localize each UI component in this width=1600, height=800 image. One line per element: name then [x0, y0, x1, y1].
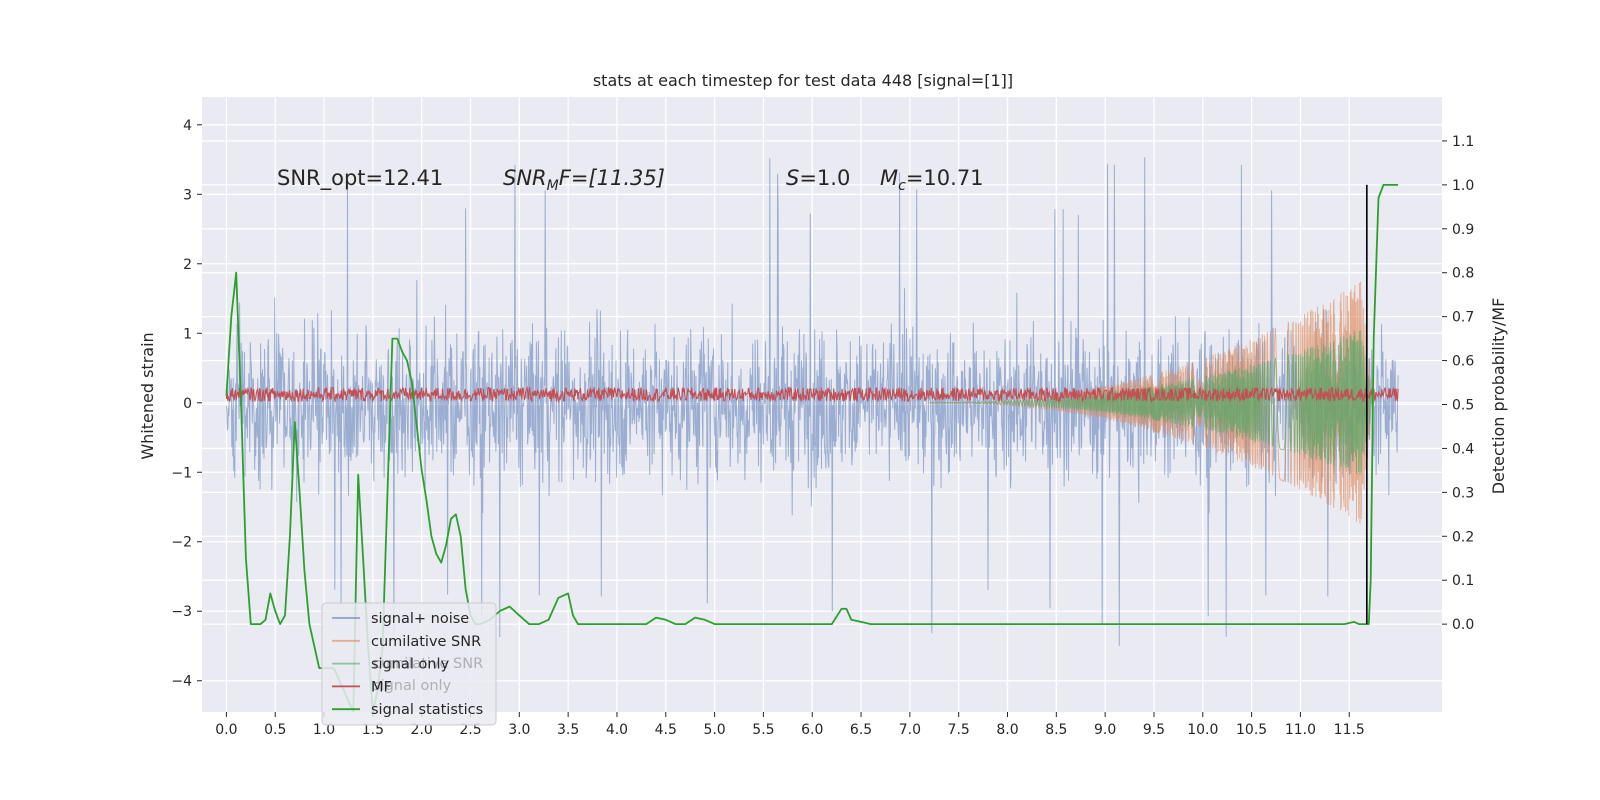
y-right-tick-label: 1.0: [1452, 178, 1474, 194]
y-left-tick-label: −2: [171, 535, 192, 551]
x-tick-label: 2.5: [459, 722, 481, 738]
x-tick-label: 0.5: [264, 722, 286, 738]
y-left-tick-label: 3: [183, 187, 192, 203]
x-tick-label: 8.5: [1045, 722, 1067, 738]
y-right-tick-label: 0.3: [1452, 485, 1474, 501]
x-tick-label: 5.0: [703, 722, 725, 738]
x-tick-label: 4.5: [655, 722, 677, 738]
x-tick-label: 9.0: [1094, 722, 1116, 738]
legend-ghost-label: cumilative SNR: [373, 656, 483, 672]
plot-content: [225, 157, 1399, 712]
snr-opt-annotation: SNR_opt=12.41: [277, 166, 443, 191]
snr-mf-value: F=[11.35]: [559, 166, 665, 190]
x-tick-label: 1.0: [313, 722, 335, 738]
snr-mf-annotation: SNRMF=[11.35]: [503, 166, 665, 194]
x-tick-label: 2.0: [411, 722, 433, 738]
y-axis-left-ticks: 4 3 2 1 0 −1 −2 −3 −4: [171, 118, 202, 690]
x-tick-label: 3.0: [508, 722, 530, 738]
y-right-tick-label: 0.2: [1452, 529, 1474, 545]
legend-label: signal statistics: [371, 702, 483, 718]
y-right-tick-label: 0.1: [1452, 573, 1474, 589]
s-annotation: S=1.0: [786, 166, 850, 190]
mf-line: [225, 385, 1399, 404]
y-right-tick-label: 0.4: [1452, 441, 1474, 457]
x-tick-label: 7.5: [948, 722, 970, 738]
x-tick-label: 6.0: [801, 722, 823, 738]
mc-symbol: M: [880, 166, 898, 190]
x-tick-label: 6.5: [850, 722, 872, 738]
y-right-tick-label: 0.6: [1452, 354, 1474, 370]
mf-series: [225, 385, 1399, 404]
y-left-tick-label: −3: [171, 604, 192, 620]
mc-value: =10.71: [906, 166, 984, 190]
x-tick-label: 11.5: [1334, 722, 1365, 738]
y-right-tick-label: 0.5: [1452, 398, 1474, 414]
signal-statistics-line: [225, 184, 1399, 712]
legend-label: MF: [371, 679, 392, 695]
legend-label: signal only: [371, 657, 450, 673]
y-right-tick-label: 0.7: [1452, 310, 1474, 326]
x-axis-ticks: 0.0 0.5 1.0 1.5 2.0 2.5 3.0 3.5 4.0 4.5 5.0 5.5 6.0 6…: [215, 712, 1365, 738]
signal-only-series: [929, 330, 1374, 476]
snr-mf-subscript: M: [547, 178, 559, 194]
x-tick-label: 10.5: [1236, 722, 1267, 738]
legend-ghost-label: signal only: [373, 678, 452, 694]
x-tick-label: 8.0: [996, 722, 1018, 738]
x-tick-label: 3.5: [557, 722, 579, 738]
legend-label: cumilative SNR: [371, 634, 481, 650]
y-left-tick-label: 2: [183, 257, 192, 273]
x-tick-label: 9.5: [1143, 722, 1165, 738]
s-value: =1.0: [799, 166, 850, 190]
y-axis-left-label: Whitened strain: [138, 332, 157, 459]
y-right-tick-label: 0.0: [1452, 617, 1474, 633]
x-tick-label: 4.0: [606, 722, 628, 738]
x-tick-label: 7.0: [899, 722, 921, 738]
snr-mf-symbol: SNR: [503, 166, 547, 190]
y-right-tick-label: 1.1: [1452, 134, 1474, 150]
x-tick-label: 11.0: [1285, 722, 1316, 738]
y-right-tick-label: 0.9: [1452, 222, 1474, 238]
mc-annotation: Mc=10.71: [880, 166, 984, 194]
x-tick-label: 0.0: [215, 722, 237, 738]
x-tick-label: 10.0: [1187, 722, 1218, 738]
legend-label: signal+ noise: [371, 611, 469, 627]
y-right-tick-label: 0.8: [1452, 266, 1474, 282]
y-left-tick-label: 1: [183, 326, 192, 342]
s-symbol: S: [786, 166, 799, 190]
y-axis-right-label: Detection probability/MF: [1489, 298, 1508, 495]
y-left-tick-label: −4: [171, 674, 192, 690]
chart-title: stats at each timestep for test data 448…: [593, 71, 1013, 90]
signal-only-line: [929, 330, 1374, 476]
y-left-tick-label: 0: [183, 396, 192, 412]
y-axis-right-ticks: 1.1 1.0 0.9 0.8 0.7 0.6 0.5 0.4 0.3 0.2 0.1 0.0: [1442, 134, 1474, 633]
x-tick-label: 1.5: [362, 722, 384, 738]
signal-statistics-series: [225, 184, 1399, 712]
x-tick-label: 5.5: [752, 722, 774, 738]
y-left-tick-label: −1: [171, 465, 192, 481]
legend-box: [321, 602, 497, 726]
y-left-tick-label: 4: [183, 118, 192, 134]
mc-subscript: c: [898, 178, 906, 194]
